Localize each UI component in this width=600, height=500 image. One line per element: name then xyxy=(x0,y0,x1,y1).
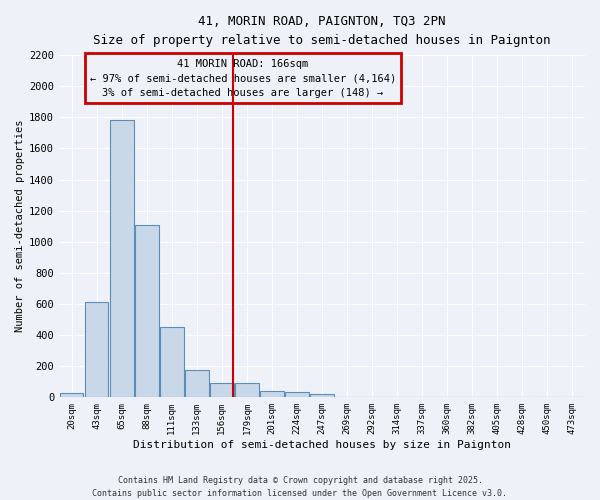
Bar xyxy=(235,384,259,398)
X-axis label: Distribution of semi-detached houses by size in Paignton: Distribution of semi-detached houses by … xyxy=(133,440,511,450)
Text: Contains HM Land Registry data © Crown copyright and database right 2025.
Contai: Contains HM Land Registry data © Crown c… xyxy=(92,476,508,498)
Y-axis label: Number of semi-detached properties: Number of semi-detached properties xyxy=(15,120,25,332)
Bar xyxy=(110,120,134,398)
Bar xyxy=(310,394,334,398)
Title: 41, MORIN ROAD, PAIGNTON, TQ3 2PN
Size of property relative to semi-detached hou: 41, MORIN ROAD, PAIGNTON, TQ3 2PN Size o… xyxy=(93,15,551,47)
Bar xyxy=(185,370,209,398)
Bar xyxy=(285,392,309,398)
Bar xyxy=(59,392,83,398)
Bar xyxy=(260,391,284,398)
Bar xyxy=(135,224,158,398)
Bar xyxy=(210,384,234,398)
Bar xyxy=(85,302,109,398)
Text: 41 MORIN ROAD: 166sqm
← 97% of semi-detached houses are smaller (4,164)
3% of se: 41 MORIN ROAD: 166sqm ← 97% of semi-deta… xyxy=(90,58,396,98)
Bar xyxy=(160,328,184,398)
